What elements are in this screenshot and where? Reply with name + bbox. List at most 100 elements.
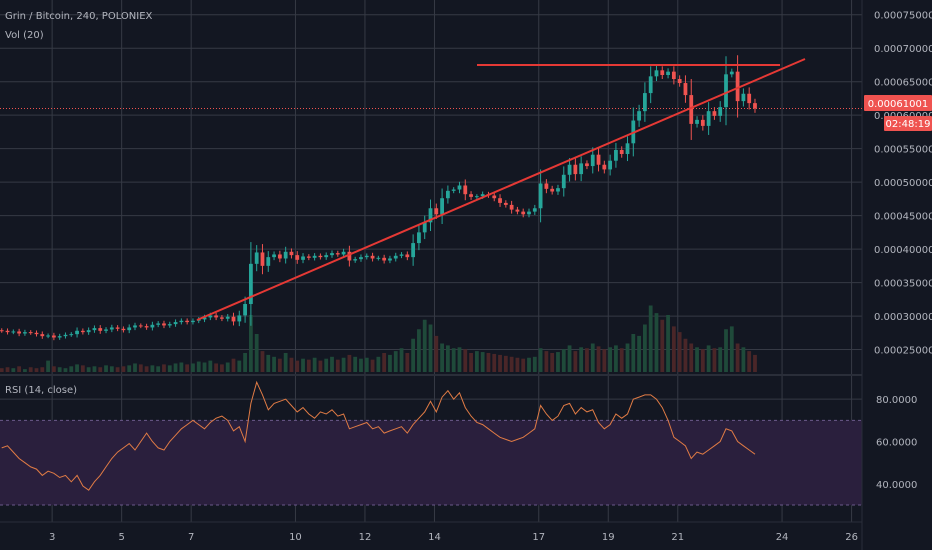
rsi-axis[interactable]: 40.0000 60.0000 80.0000 bbox=[876, 395, 917, 491]
candle-body bbox=[266, 257, 271, 266]
rsi-band bbox=[0, 420, 862, 506]
volume-bar bbox=[585, 348, 589, 372]
volume-bar bbox=[109, 366, 114, 372]
volume-bar bbox=[579, 347, 584, 372]
candle-body bbox=[747, 93, 752, 104]
candle-body bbox=[619, 150, 624, 155]
candle-body bbox=[735, 71, 740, 102]
volume-bar bbox=[63, 368, 68, 372]
ascending-trendline[interactable] bbox=[196, 58, 806, 321]
symbol-legend[interactable]: Grin / Bitcoin, 240, POLONIEX bbox=[5, 11, 153, 22]
candle-body bbox=[712, 111, 717, 116]
volume-bar bbox=[532, 356, 537, 372]
volume-bar bbox=[179, 362, 184, 372]
volume-bar bbox=[214, 363, 219, 372]
time-tick-label: 10 bbox=[289, 532, 302, 543]
volume-bar bbox=[254, 334, 259, 372]
candle-body bbox=[521, 211, 526, 215]
volume-bar bbox=[521, 358, 526, 372]
price-tick-label: 0.00045000 bbox=[874, 212, 932, 223]
candle-body bbox=[260, 252, 265, 266]
volume-bar bbox=[666, 315, 670, 372]
volume-bar bbox=[115, 367, 120, 372]
candle-body bbox=[301, 256, 305, 260]
time-tick-label: 26 bbox=[845, 532, 858, 543]
volume-bar bbox=[335, 359, 340, 372]
volume-bar bbox=[706, 345, 711, 372]
volume-bar bbox=[671, 326, 676, 372]
candle-body bbox=[741, 93, 746, 102]
time-tick-label: 19 bbox=[602, 532, 615, 543]
volume-bar bbox=[445, 345, 450, 372]
volume-bar bbox=[248, 315, 253, 372]
candlestick-series bbox=[0, 55, 757, 341]
candle-body bbox=[51, 335, 56, 338]
volume-bar bbox=[614, 345, 618, 372]
candle-body bbox=[556, 188, 560, 192]
candle-body bbox=[98, 328, 103, 331]
volume-bar bbox=[700, 349, 705, 372]
volume-bar bbox=[741, 347, 746, 372]
candle-body bbox=[11, 331, 16, 333]
volume-bar bbox=[515, 357, 520, 372]
volume-bar bbox=[40, 367, 45, 372]
candle-body bbox=[492, 195, 497, 199]
candle-body bbox=[666, 71, 670, 75]
volume-bar bbox=[318, 360, 323, 372]
rsi-tick-label: 60.0000 bbox=[876, 438, 917, 449]
candle-body bbox=[0, 330, 4, 332]
volume-bar bbox=[654, 313, 659, 372]
volume-bar bbox=[457, 347, 462, 372]
candle-body bbox=[718, 107, 723, 116]
price-tick-label: 0.00035000 bbox=[874, 279, 932, 290]
candle-body bbox=[457, 185, 462, 190]
volume-bar bbox=[451, 348, 456, 372]
volume-bar bbox=[144, 366, 149, 372]
volume-bar bbox=[405, 353, 410, 372]
candle-body bbox=[480, 194, 485, 197]
candle-body bbox=[585, 163, 589, 167]
volume-series bbox=[0, 305, 757, 372]
volume-bar bbox=[324, 358, 329, 372]
countdown-value: 02:48:19 bbox=[886, 119, 931, 130]
volume-bar bbox=[573, 351, 578, 372]
volume-bar bbox=[5, 367, 10, 372]
volume-bar bbox=[121, 366, 126, 372]
candle-body bbox=[567, 164, 572, 175]
candle-body bbox=[17, 331, 22, 334]
candle-body bbox=[451, 189, 456, 191]
time-axis[interactable]: 3 5 7 10 12 14 17 19 21 24 26 bbox=[49, 532, 858, 543]
candle-body bbox=[104, 329, 108, 331]
candle-body bbox=[40, 334, 45, 337]
candle-body bbox=[503, 202, 508, 205]
candle-body bbox=[312, 255, 317, 258]
volume-bar bbox=[393, 351, 398, 372]
time-tick-label: 3 bbox=[49, 532, 55, 543]
candle-body bbox=[370, 255, 375, 259]
candle-body bbox=[214, 315, 219, 318]
candle-body bbox=[306, 256, 311, 258]
volume-bar bbox=[492, 353, 497, 372]
volume-bar bbox=[498, 354, 502, 372]
volume-bar bbox=[648, 305, 653, 372]
volume-bar bbox=[735, 343, 740, 372]
volume-bar bbox=[677, 332, 682, 372]
volume-legend[interactable]: Vol (20) bbox=[5, 30, 44, 41]
candle-body bbox=[532, 208, 537, 212]
volume-bar bbox=[133, 363, 137, 372]
volume-bar bbox=[75, 364, 79, 372]
volume-bar bbox=[173, 363, 178, 372]
volume-bar bbox=[637, 335, 641, 372]
candle-body bbox=[544, 183, 549, 189]
candle-body bbox=[277, 254, 282, 259]
last-price-badge bbox=[864, 95, 932, 111]
candle-body bbox=[689, 95, 694, 124]
candle-body bbox=[28, 332, 33, 334]
candle-body bbox=[660, 70, 665, 75]
volume-bar bbox=[11, 368, 16, 372]
candle-body bbox=[283, 251, 288, 259]
volume-bar bbox=[295, 360, 300, 372]
rsi-legend[interactable]: RSI (14, close) bbox=[5, 385, 77, 396]
candle-body bbox=[440, 198, 444, 215]
